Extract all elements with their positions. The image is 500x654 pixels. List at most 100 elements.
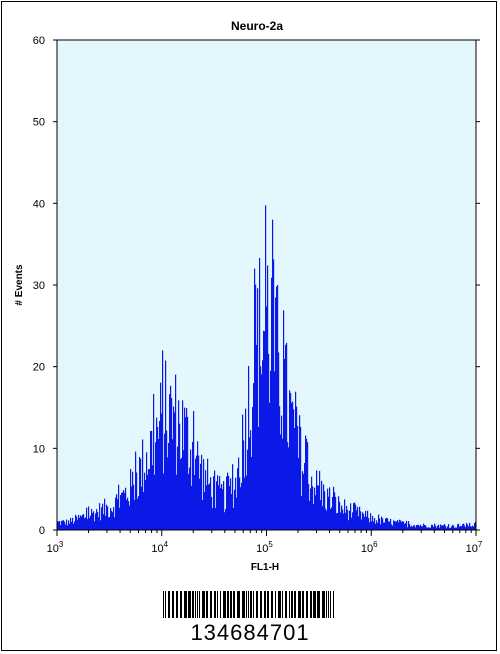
histogram-bar [320,499,322,530]
histogram-bar [145,480,147,530]
barcode-bar [333,591,334,618]
histogram-bar [443,525,445,530]
histogram-bar [306,438,308,530]
histogram-bar [240,487,242,530]
histogram-bar [421,526,423,530]
histogram-bar [142,439,144,530]
histogram-bar [213,476,215,530]
histogram-bar [359,506,361,530]
histogram-bar [474,522,476,530]
barcode-bar [195,591,196,618]
histogram-bar [327,488,329,530]
histogram-bar [356,510,358,530]
barcode-bar [188,591,191,618]
histogram-bar [467,524,469,530]
histogram-bar [153,393,155,530]
histogram-bar [326,510,328,530]
histogram-bar [321,480,323,530]
histogram-bar [457,524,459,530]
x-tick-label: 107 [466,540,483,555]
histogram-bar [330,508,332,530]
histogram-bar [199,478,201,530]
histogram-bar [381,516,383,530]
histogram-bar [164,433,166,530]
histogram-bar [99,503,101,530]
histogram-bar [203,459,205,530]
histogram-bar [137,498,139,530]
histogram-bar [245,408,247,530]
histogram-bar [150,430,152,530]
histogram-bar [342,509,344,530]
histogram-bar [135,451,137,530]
barcode-bar [184,591,187,618]
histogram-bar [438,524,440,530]
histogram-bar [285,344,287,530]
histogram-bar [415,527,417,530]
histogram-bar [344,499,346,530]
histogram-bar [262,360,264,530]
histogram-bar [226,476,228,530]
histogram-bar [198,455,200,530]
histogram-bar [400,520,402,530]
histogram-bar [405,523,407,530]
histogram-bar [97,512,99,530]
x-tick-label: 104 [151,540,168,555]
histogram-bar [136,472,138,530]
histogram-bar [251,456,253,530]
histogram-bar [236,497,238,530]
histogram-bar [163,473,165,530]
histogram-bar [340,512,342,530]
histogram-bar [292,401,294,530]
histogram-bar [329,487,331,530]
histogram-bar [297,425,299,530]
histogram-bar [293,409,295,530]
histogram-bar [90,515,92,530]
histogram-bar [169,394,171,530]
histogram-bar [266,306,268,530]
histogram-bar [357,507,359,530]
histogram-bar [78,514,80,530]
barcode-bar [192,591,194,618]
histogram-bar [144,472,146,530]
histogram-bar [366,516,368,530]
histogram-bar [347,509,349,530]
histogram-bar [339,501,341,530]
barcode-bar [306,591,308,618]
barcode-bar [275,591,276,618]
barcode-bar [227,591,229,618]
histogram-bar [232,464,234,530]
histogram-bar [148,469,150,530]
histogram-bar [91,508,93,530]
histogram-bar [375,523,377,530]
y-tick-label: 40 [33,198,45,210]
histogram-bar [286,342,288,530]
histogram-bar [94,521,96,530]
histogram-bar [64,521,66,530]
histogram-bar [362,512,364,530]
histogram-bar [426,527,428,530]
histogram-bar [275,297,277,530]
histogram-bar [121,492,123,530]
histogram-bar [311,476,313,530]
histogram-bar [409,524,411,530]
histogram-bar [276,286,278,530]
barcode-bar [248,591,249,618]
histogram-bar [106,504,108,530]
histogram-bar [453,525,455,530]
histogram-bar [263,330,265,530]
histogram-bar [210,477,212,530]
histogram-bar [337,513,339,530]
histogram-bar [217,475,219,530]
histogram-bar [363,513,365,530]
barcode-bar [326,591,327,618]
histogram-bar [303,474,305,530]
histogram-bar [464,525,466,530]
histogram-bar [194,475,196,530]
histogram-bar [111,510,113,530]
histogram-bar [87,519,89,530]
histogram-bar [445,526,447,530]
histogram-bar [270,370,272,530]
histogram-bar [261,374,263,530]
histogram-bar [158,438,160,530]
histogram-bar [448,524,450,530]
